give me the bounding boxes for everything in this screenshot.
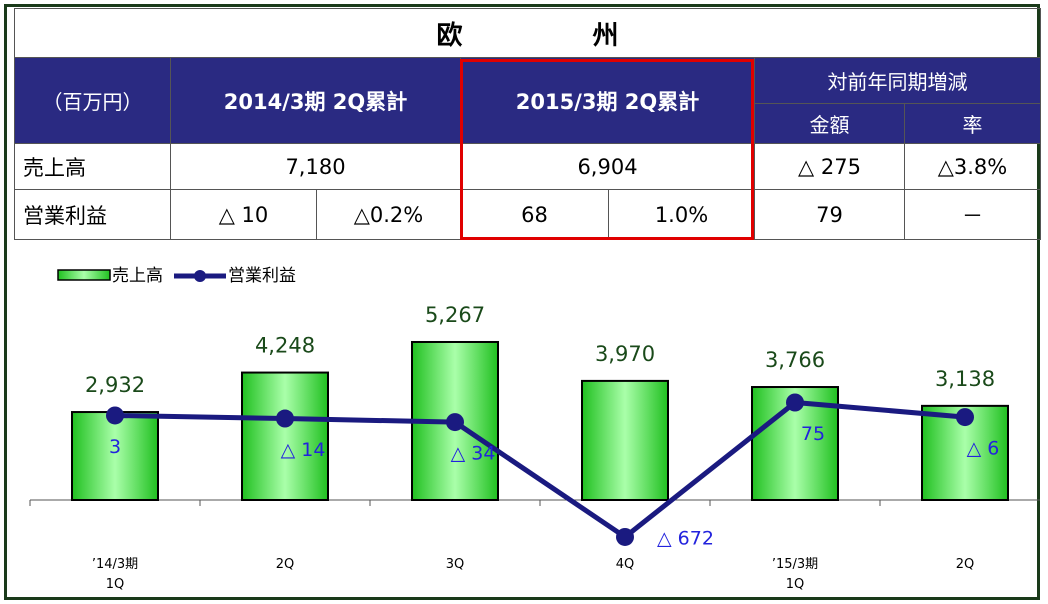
bar-label: 3,970 xyxy=(595,342,655,366)
x-tick-label: ’14/3期 1Q xyxy=(91,557,139,592)
line-label: 75 xyxy=(801,423,825,445)
x-tick-label: 2Q xyxy=(955,557,975,572)
bar-label: 3,766 xyxy=(765,348,825,372)
header-cell: 2015/3期 2Q累計 xyxy=(460,57,755,144)
highlight-box xyxy=(460,59,754,240)
frame xyxy=(4,4,1040,600)
x-tick-label: 2Q xyxy=(275,557,295,572)
cell: 6,904 xyxy=(460,143,755,190)
bar-label: 3,138 xyxy=(935,367,995,391)
cell: △0.2% xyxy=(316,189,461,240)
legend-marker xyxy=(194,270,206,282)
bar xyxy=(581,379,669,501)
x-tick-label: 4Q xyxy=(615,557,635,572)
header-cell: 率 xyxy=(904,103,1041,144)
x-tick-label: ’15/3期 1Q xyxy=(771,557,819,592)
line-marker xyxy=(106,406,124,425)
line-marker xyxy=(956,408,974,427)
cell: △ 275 xyxy=(754,143,905,190)
line-label: △ 672 xyxy=(657,527,714,549)
line xyxy=(114,399,966,541)
header-cell: 金額 xyxy=(754,103,905,144)
bar-label: 4,248 xyxy=(255,334,315,358)
line-label: 3 xyxy=(109,436,121,458)
cell: － xyxy=(904,189,1041,240)
cell: △3.8% xyxy=(904,143,1041,190)
header-cell: 対前年同期増減 xyxy=(754,57,1041,104)
line-label: △ 6 xyxy=(967,438,1000,460)
cell: 7,180 xyxy=(170,143,461,190)
cell: 79 xyxy=(754,189,905,240)
line-marker xyxy=(276,409,294,428)
row-label: 営業利益 xyxy=(14,189,171,240)
line-marker xyxy=(786,393,804,412)
cell: 68 xyxy=(460,189,609,240)
x-tick-label: 3Q xyxy=(445,557,465,572)
bar-label: 5,267 xyxy=(425,303,485,327)
bar xyxy=(241,371,329,501)
line-marker xyxy=(616,527,634,546)
cell: 1.0% xyxy=(608,189,755,240)
cell: △ 10 xyxy=(170,189,317,240)
legend-swatch xyxy=(57,269,111,281)
line-marker xyxy=(446,413,464,432)
legend-label: 営業利益 xyxy=(228,266,296,286)
summary-table: 欧 州 （百万円） 2014/3期 2Q累計 2015/3期 2Q累計 対前年同… xyxy=(14,8,1041,240)
bar-label: 2,932 xyxy=(85,373,145,397)
line-label: △ 34 xyxy=(451,443,496,465)
line-label: △ 14 xyxy=(281,439,326,461)
legend-label: 売上高 xyxy=(112,266,163,286)
